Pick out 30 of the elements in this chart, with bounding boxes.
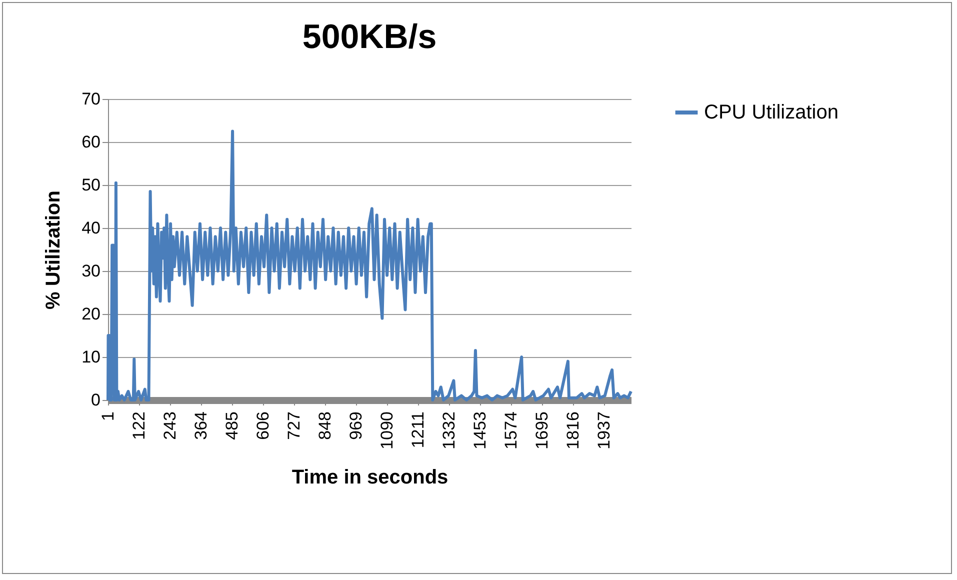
x-tick-label: 606: [254, 412, 273, 440]
x-tick-label: 1574: [502, 412, 521, 450]
x-tick-label: 969: [346, 412, 366, 440]
x-tick-label: 1816: [564, 412, 583, 450]
chart-title: 500KB/s: [302, 18, 437, 56]
y-tick-label: 0: [91, 390, 100, 410]
line-series: [106, 130, 632, 402]
x-tick-label: 727: [284, 412, 304, 440]
y-tick-label: 30: [82, 262, 100, 280]
x-axis-title: Time in seconds: [292, 466, 448, 488]
x-tick-label: 1090: [378, 412, 397, 450]
y-tick-label: 40: [82, 218, 100, 238]
y-tick-label: 20: [82, 304, 100, 324]
x-tick-label: 122: [130, 412, 149, 440]
x-tick-label: 364: [192, 412, 211, 440]
x-tick-label: 1453: [470, 412, 490, 450]
y-tick-label: 50: [82, 176, 100, 194]
x-tick-label: 1937: [594, 412, 614, 450]
y-tick-label: 10: [82, 348, 100, 366]
x-tick-label: 1211: [408, 412, 428, 448]
y-axis-title: % Utilization: [42, 190, 65, 310]
x-tick-label: 1695: [532, 412, 552, 450]
x-tick-label: 848: [316, 412, 335, 440]
legend-label: CPU Utilization: [704, 102, 838, 124]
x-tick-label: 485: [222, 412, 242, 440]
x-tick-label: 243: [160, 412, 180, 440]
y-tick-label: 60: [82, 132, 100, 152]
x-tick-label: 1: [98, 412, 118, 421]
x-tick-label: 1332: [440, 412, 459, 450]
y-tick-label: 70: [82, 90, 100, 108]
